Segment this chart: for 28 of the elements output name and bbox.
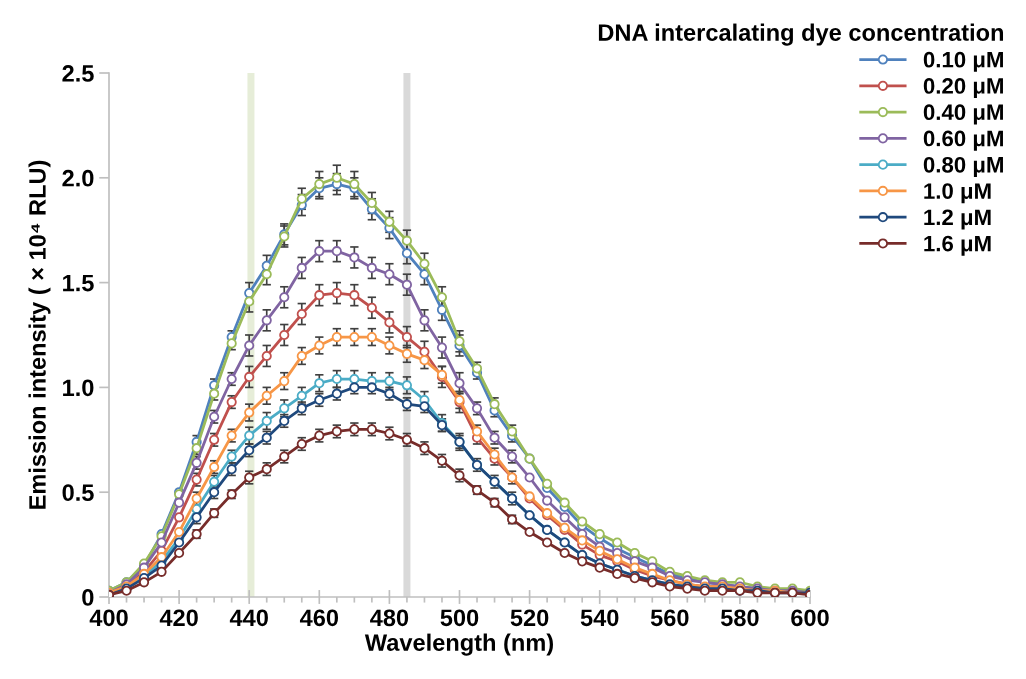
x-tick-label: 400 bbox=[89, 609, 128, 627]
legend-title: DNA intercalating dye concentration bbox=[598, 23, 1004, 46]
y-tick-label: 0 bbox=[82, 589, 94, 606]
x-tick-label: 600 bbox=[791, 609, 829, 627]
legend-label: 0.40 μM bbox=[923, 104, 1003, 125]
legend-label: 0.10 μM bbox=[923, 51, 1003, 72]
x-axis-title: Wavelength (nm) bbox=[364, 633, 553, 656]
y-tick-label: 2.5 bbox=[62, 65, 94, 82]
x-tick-label: 420 bbox=[159, 609, 198, 627]
y-tick-label: 2.0 bbox=[62, 169, 94, 187]
y-axis-title: Emission intensity ( × 10⁴ RLU) bbox=[28, 160, 51, 509]
x-tick-label: 520 bbox=[510, 609, 549, 627]
x-tick-label: 460 bbox=[299, 609, 339, 627]
y-tick-label: 1.0 bbox=[63, 379, 94, 397]
legend-label: 0.60 μM bbox=[923, 130, 1003, 151]
y-tick-label: 0.5 bbox=[62, 484, 94, 501]
x-tick-label: 480 bbox=[370, 609, 409, 627]
legend-label: 0.80 μM bbox=[923, 156, 1003, 177]
x-tick-label: 440 bbox=[229, 609, 268, 627]
legend-label: 0.20 μM bbox=[923, 78, 1003, 99]
legend-label: 1.6 μM bbox=[924, 235, 991, 256]
x-tick-label: 500 bbox=[440, 609, 479, 627]
legend-label: 1.2 μM bbox=[924, 209, 991, 230]
legend-label: 1.0 μM bbox=[924, 183, 991, 204]
x-tick-label: 580 bbox=[720, 609, 759, 627]
x-tick-label: 540 bbox=[580, 609, 619, 627]
x-tick-label: 560 bbox=[650, 609, 689, 627]
y-tick-label: 1.5 bbox=[63, 274, 94, 292]
